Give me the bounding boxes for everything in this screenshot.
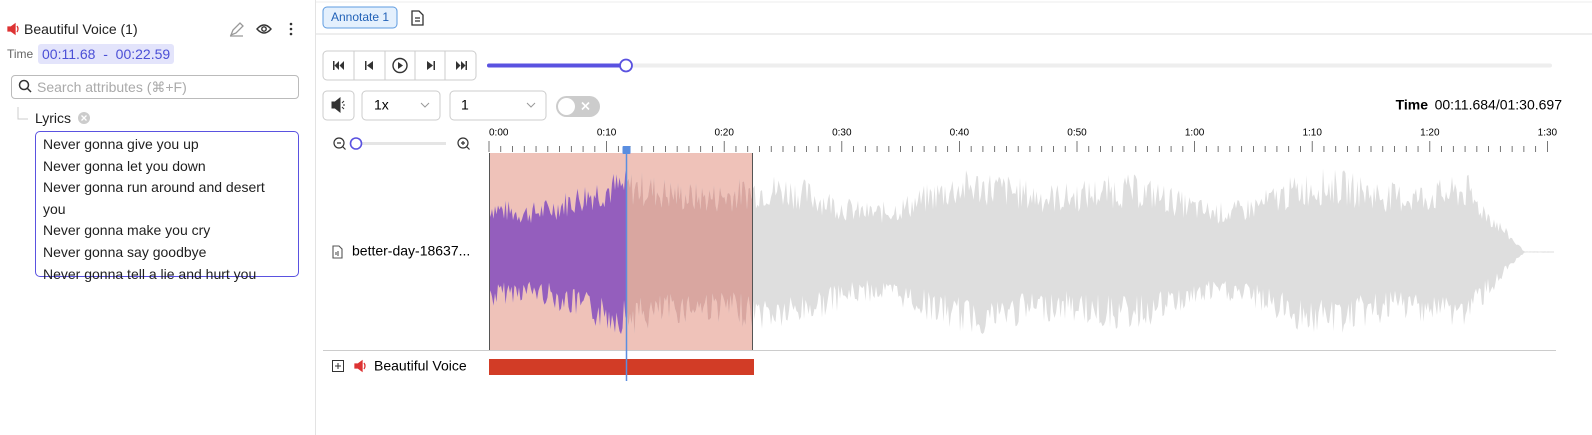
- toggle-knob: [558, 98, 575, 115]
- time-label: Time: [7, 47, 34, 61]
- clear-icon[interactable]: [78, 112, 90, 124]
- track-speaker: [354, 359, 366, 373]
- annotate-label[interactable]: Annotate 1: [331, 10, 389, 24]
- track-segment[interactable]: [489, 359, 754, 375]
- chevron: [526, 102, 536, 108]
- chevron: [420, 102, 430, 108]
- cursor-handle[interactable]: [622, 146, 631, 154]
- time-tick-label: 0:50: [1067, 128, 1087, 139]
- channel-value: 1: [461, 97, 469, 113]
- lyrics-line: Never gonna let you down: [43, 157, 206, 174]
- search-placeholder: Search attributes (⌘+F): [37, 79, 187, 95]
- expand-icon[interactable]: [332, 360, 344, 372]
- doc-icon[interactable]: [411, 10, 424, 26]
- volume-icon: [331, 96, 345, 114]
- eye-icon[interactable]: [256, 24, 272, 34]
- lyrics-line: Never gonna run around and desert you: [43, 179, 265, 217]
- time-tick-label: 1:20: [1420, 128, 1440, 139]
- search-box[interactable]: Search attributes (⌘+F): [11, 75, 299, 99]
- time-tick-label: 1:10: [1302, 128, 1322, 139]
- lyrics-line: Never gonna make you cry: [43, 222, 211, 239]
- lyrics-input[interactable]: Never gonna give you up Never gonna let y…: [35, 131, 299, 282]
- attribute-name: Lyrics: [35, 110, 72, 126]
- more-icon[interactable]: [289, 22, 293, 36]
- time-value: 00:11.684/01:30.697: [1435, 97, 1563, 113]
- file-icon: [332, 245, 343, 259]
- speed-select[interactable]: [361, 90, 441, 121]
- search-icon: [18, 79, 32, 93]
- edit-icon[interactable]: [229, 22, 244, 37]
- time-label: Time: [1396, 97, 1429, 113]
- time-tick-label: 1:30: [1538, 128, 1558, 139]
- track-label: Beautiful Voice: [374, 358, 467, 374]
- zoom-out[interactable]: [333, 137, 346, 150]
- zoom-knob[interactable]: [349, 137, 363, 150]
- waveform: [489, 168, 1554, 335]
- waveform-selected: [489, 170, 626, 335]
- time-tick-label: 0:30: [832, 128, 852, 139]
- lyrics-line: Never gonna say goodbye: [43, 243, 207, 260]
- seek-knob[interactable]: [619, 58, 633, 73]
- tree-line: [17, 107, 28, 120]
- waveform-region: [626, 172, 753, 334]
- time-tick-label: 0:20: [714, 128, 734, 139]
- time-tick-label: 0:40: [950, 128, 970, 139]
- class-title: Beautiful Voice (1): [24, 21, 138, 37]
- sidebar: Beautiful Voice (1) Time 00:11.68 - 00:2…: [0, 0, 316, 435]
- time-range: 00:11.68 - 00:22.59: [38, 44, 175, 64]
- lyrics-line: Never gonna give you up: [43, 136, 199, 152]
- time-tick-label: 1:00: [1185, 128, 1205, 139]
- zoom-in[interactable]: [457, 137, 470, 150]
- time-tick-label: 0:10: [597, 128, 617, 139]
- time-tick-label: 0:00: [489, 128, 509, 139]
- speaker-icon: [7, 22, 19, 36]
- transport-icons[interactable]: [333, 57, 467, 74]
- transport-dividers: [353, 51, 446, 80]
- file-name: better-day-18637...: [352, 243, 470, 259]
- channel-select[interactable]: [449, 90, 547, 121]
- annotate-button[interactable]: [322, 6, 398, 29]
- speed-value: 1x: [374, 97, 389, 113]
- toggle-x: [581, 101, 590, 111]
- ruler: 0:00 0:10 0:20 0:30 0:40 0:50 1:00 1:10 1:20 1:30: [488, 128, 1558, 152]
- lyrics-line: Never gonna tell a lie and hurt you: [43, 265, 257, 282]
